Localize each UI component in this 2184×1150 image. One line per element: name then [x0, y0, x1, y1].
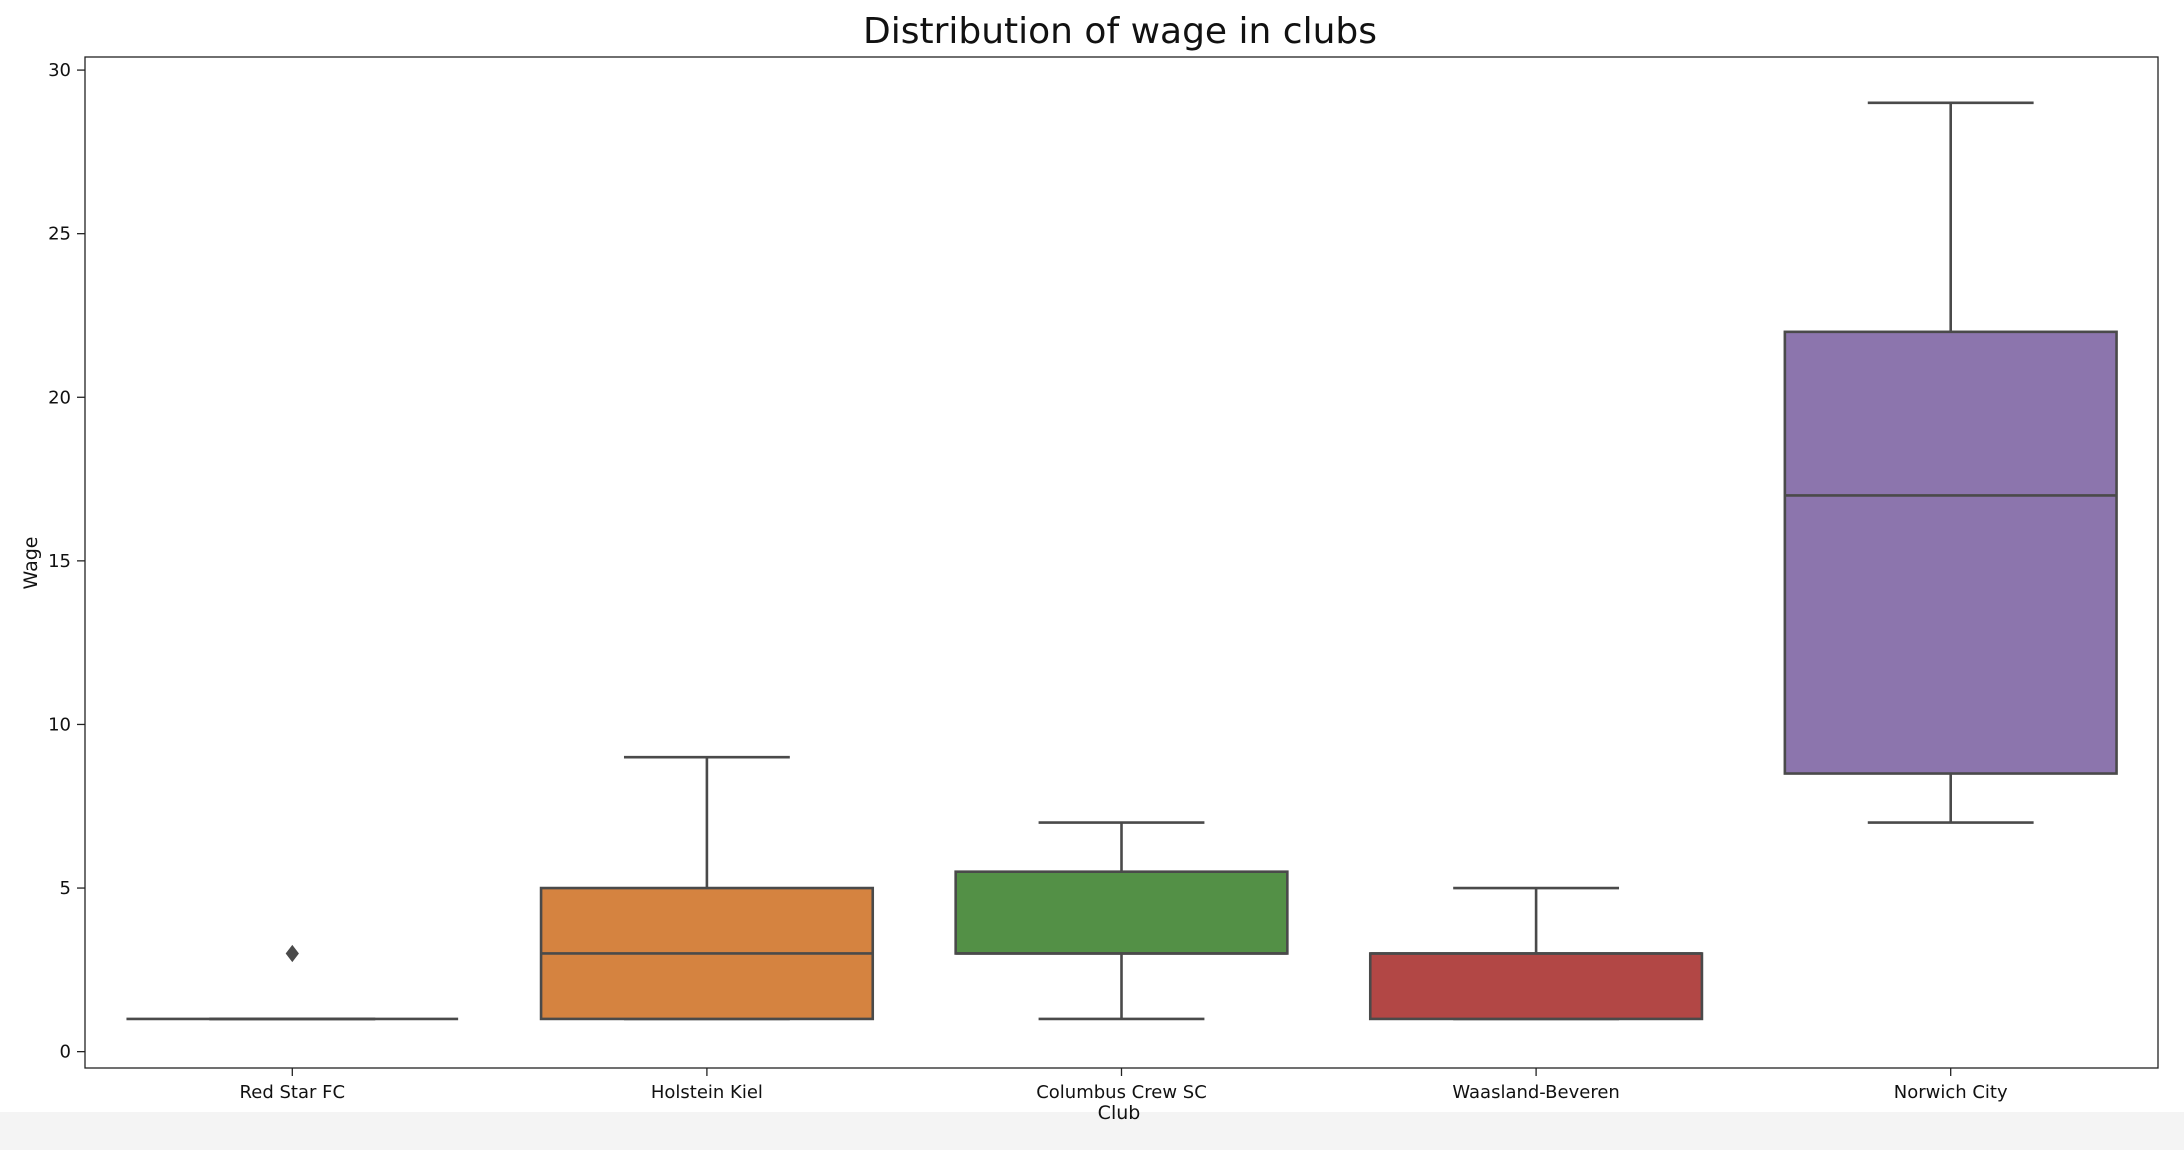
y-tick-label: 10 [48, 714, 71, 735]
box-body [1368, 952, 1704, 1021]
outlier-point [285, 944, 299, 963]
box-body [954, 870, 1289, 955]
y-tick-label: 25 [48, 224, 71, 245]
y-tick-label: 5 [60, 878, 71, 899]
chart-title: Distribution of wage in clubs [863, 11, 1377, 52]
y-tick-label: 30 [48, 60, 71, 81]
x-axis-label: Club [1098, 1102, 1141, 1124]
y-tick-label: 20 [48, 387, 71, 408]
x-tick-label: Columbus Crew SC [1036, 1082, 1207, 1103]
x-tick-label: Norwich City [1894, 1082, 2008, 1103]
window-footer-band [0, 1112, 2184, 1150]
x-tick-label: Holstein Kiel [651, 1082, 763, 1103]
y-tick-label: 15 [48, 551, 71, 572]
x-tick-label: Waasland-Beveren [1452, 1082, 1619, 1103]
plot-area: 0 5 10 15 20 25 30 Red Star FC Holstein Kiel Colu… [48, 56, 2159, 1103]
x-tick-label: Red Star FC [240, 1082, 345, 1103]
y-axis-label: Wage [20, 537, 42, 590]
y-tick-label: 0 [60, 1042, 71, 1063]
box-body [1783, 330, 2118, 775]
